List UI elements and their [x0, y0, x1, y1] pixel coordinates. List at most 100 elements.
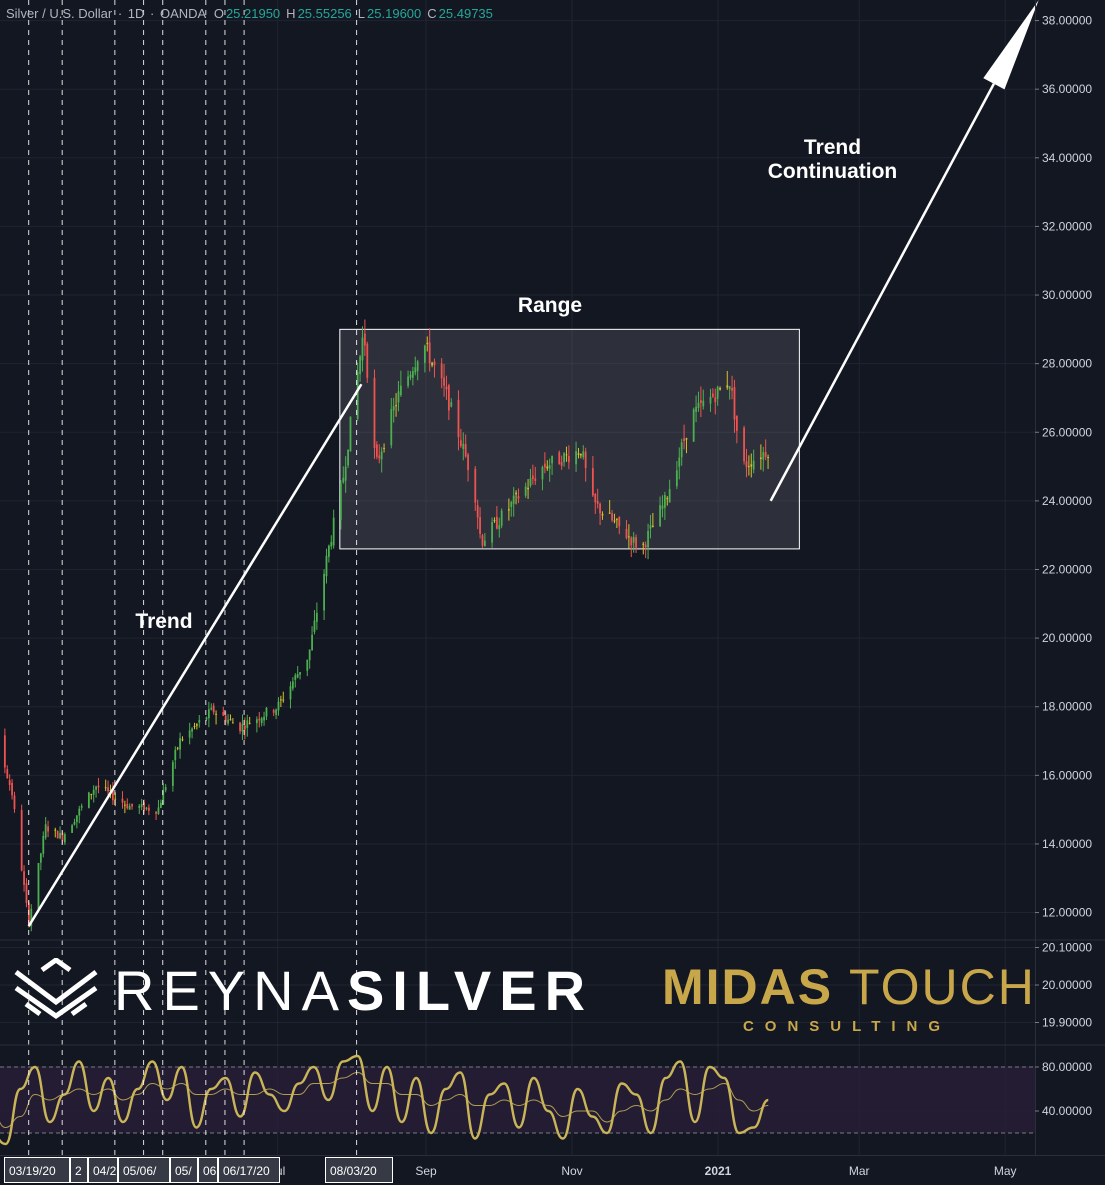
- touch-word: TOUCH: [849, 959, 1036, 1015]
- price-tick-label: 14.00000: [1042, 837, 1092, 851]
- price-axis: 38.00000 36.00000 34.00000 32.00000 30.00000…: [1035, 14, 1092, 1118]
- candle-body: [567, 456, 570, 463]
- candle-body: [702, 400, 705, 407]
- symbol-name: Silver / U.S. Dollar: [6, 6, 113, 21]
- candle-body: [611, 513, 613, 521]
- candle-body: [714, 397, 717, 403]
- candle-body: [332, 517, 335, 546]
- oscillator-lines: [0, 1054, 769, 1146]
- candle-body: [315, 612, 318, 622]
- candle-body: [80, 805, 83, 808]
- candle-body: [179, 738, 181, 750]
- candle-body: [692, 409, 695, 442]
- open-value: 25.21950: [225, 6, 281, 21]
- price-tick-label: 32.00000: [1042, 219, 1092, 233]
- candle-body: [37, 862, 40, 910]
- candle-body: [447, 385, 450, 411]
- price-tick-label: 26.00000: [1042, 425, 1092, 439]
- candle-body: [243, 725, 246, 730]
- candle-body: [512, 495, 515, 504]
- candle-body: [138, 805, 141, 808]
- close-value: 25.49735: [438, 6, 493, 21]
- candle-body: [8, 780, 11, 785]
- candle-body: [399, 385, 402, 396]
- candle-body: [193, 726, 196, 728]
- candle-body: [275, 709, 277, 715]
- candle-body: [627, 536, 630, 538]
- candle-body: [591, 468, 594, 496]
- candle-body: [114, 798, 117, 800]
- candle-body: [397, 391, 400, 403]
- close-label: C: [427, 6, 437, 21]
- candle-body: [140, 803, 143, 807]
- candle-body: [579, 453, 582, 456]
- range-label: Range: [517, 294, 583, 317]
- candle-body: [651, 525, 654, 528]
- high-label: H: [286, 6, 296, 21]
- candle-body: [373, 377, 376, 448]
- candle-body: [709, 396, 712, 404]
- candle-body: [750, 464, 753, 467]
- candle-body: [25, 883, 28, 903]
- candle-body: [380, 451, 383, 460]
- candle-body: [584, 451, 587, 468]
- candle-body: [111, 790, 114, 801]
- date-marker-label: 05/: [170, 1157, 198, 1183]
- candle-body: [661, 505, 664, 509]
- candle-body: [239, 722, 241, 732]
- interval[interactable]: 1D: [127, 6, 145, 21]
- candle-body: [551, 455, 553, 464]
- candle-body: [157, 807, 160, 814]
- candle-body: [474, 468, 477, 503]
- candle-body: [543, 463, 546, 468]
- candle-body: [181, 739, 184, 741]
- candle-body: [205, 717, 208, 720]
- candle-body: [258, 718, 261, 721]
- date-marker-label: 04/2: [88, 1157, 118, 1183]
- trend-drawings: [27, 0, 1039, 927]
- candle-body: [207, 709, 210, 719]
- candle-body: [711, 393, 714, 397]
- candle-body: [23, 871, 25, 885]
- candle-body: [479, 516, 481, 534]
- candle-body: [668, 489, 671, 503]
- candle-body: [131, 803, 133, 807]
- candle-body: [363, 333, 366, 346]
- time-tick-label: Nov: [561, 1164, 582, 1178]
- oscillator-slow-line: [0, 1071, 769, 1129]
- candle-body: [145, 807, 148, 810]
- candle-body: [596, 500, 599, 504]
- continuation-arrow-shaft: [769, 83, 995, 502]
- candle-body: [428, 342, 431, 364]
- time-tick-label: 2021: [705, 1164, 732, 1178]
- reyna-word-thin: REYNA: [114, 958, 347, 1022]
- candle-body: [476, 505, 479, 518]
- price-tick-label: 16.00000: [1042, 768, 1092, 782]
- candle-body: [675, 470, 678, 487]
- oscillator-tick-label: 20.00000: [1042, 978, 1092, 992]
- candle-body: [123, 804, 126, 806]
- candle-body: [459, 440, 462, 446]
- candle-body: [59, 832, 61, 839]
- candle-body: [443, 377, 445, 386]
- candle-body: [308, 649, 311, 661]
- candle-body: [174, 749, 177, 761]
- candle-body: [649, 525, 652, 529]
- broker: OANDA: [159, 6, 207, 21]
- candle-body: [594, 493, 597, 503]
- candle-body: [330, 541, 333, 547]
- candle-body: [743, 427, 745, 462]
- candle-body: [495, 516, 498, 529]
- candle-body: [344, 466, 347, 481]
- candle-body: [546, 466, 549, 469]
- price-tick-label: 36.00000: [1042, 82, 1092, 96]
- candle-body: [467, 454, 469, 471]
- candle-body: [347, 449, 349, 466]
- candle-body: [342, 477, 345, 483]
- symbol-header: Silver / U.S. Dollar · 1D · OANDA O 25.2…: [6, 6, 499, 21]
- candle-body: [56, 831, 59, 839]
- candle-body: [327, 545, 330, 557]
- candle-body: [366, 343, 369, 378]
- candle-body: [92, 789, 95, 795]
